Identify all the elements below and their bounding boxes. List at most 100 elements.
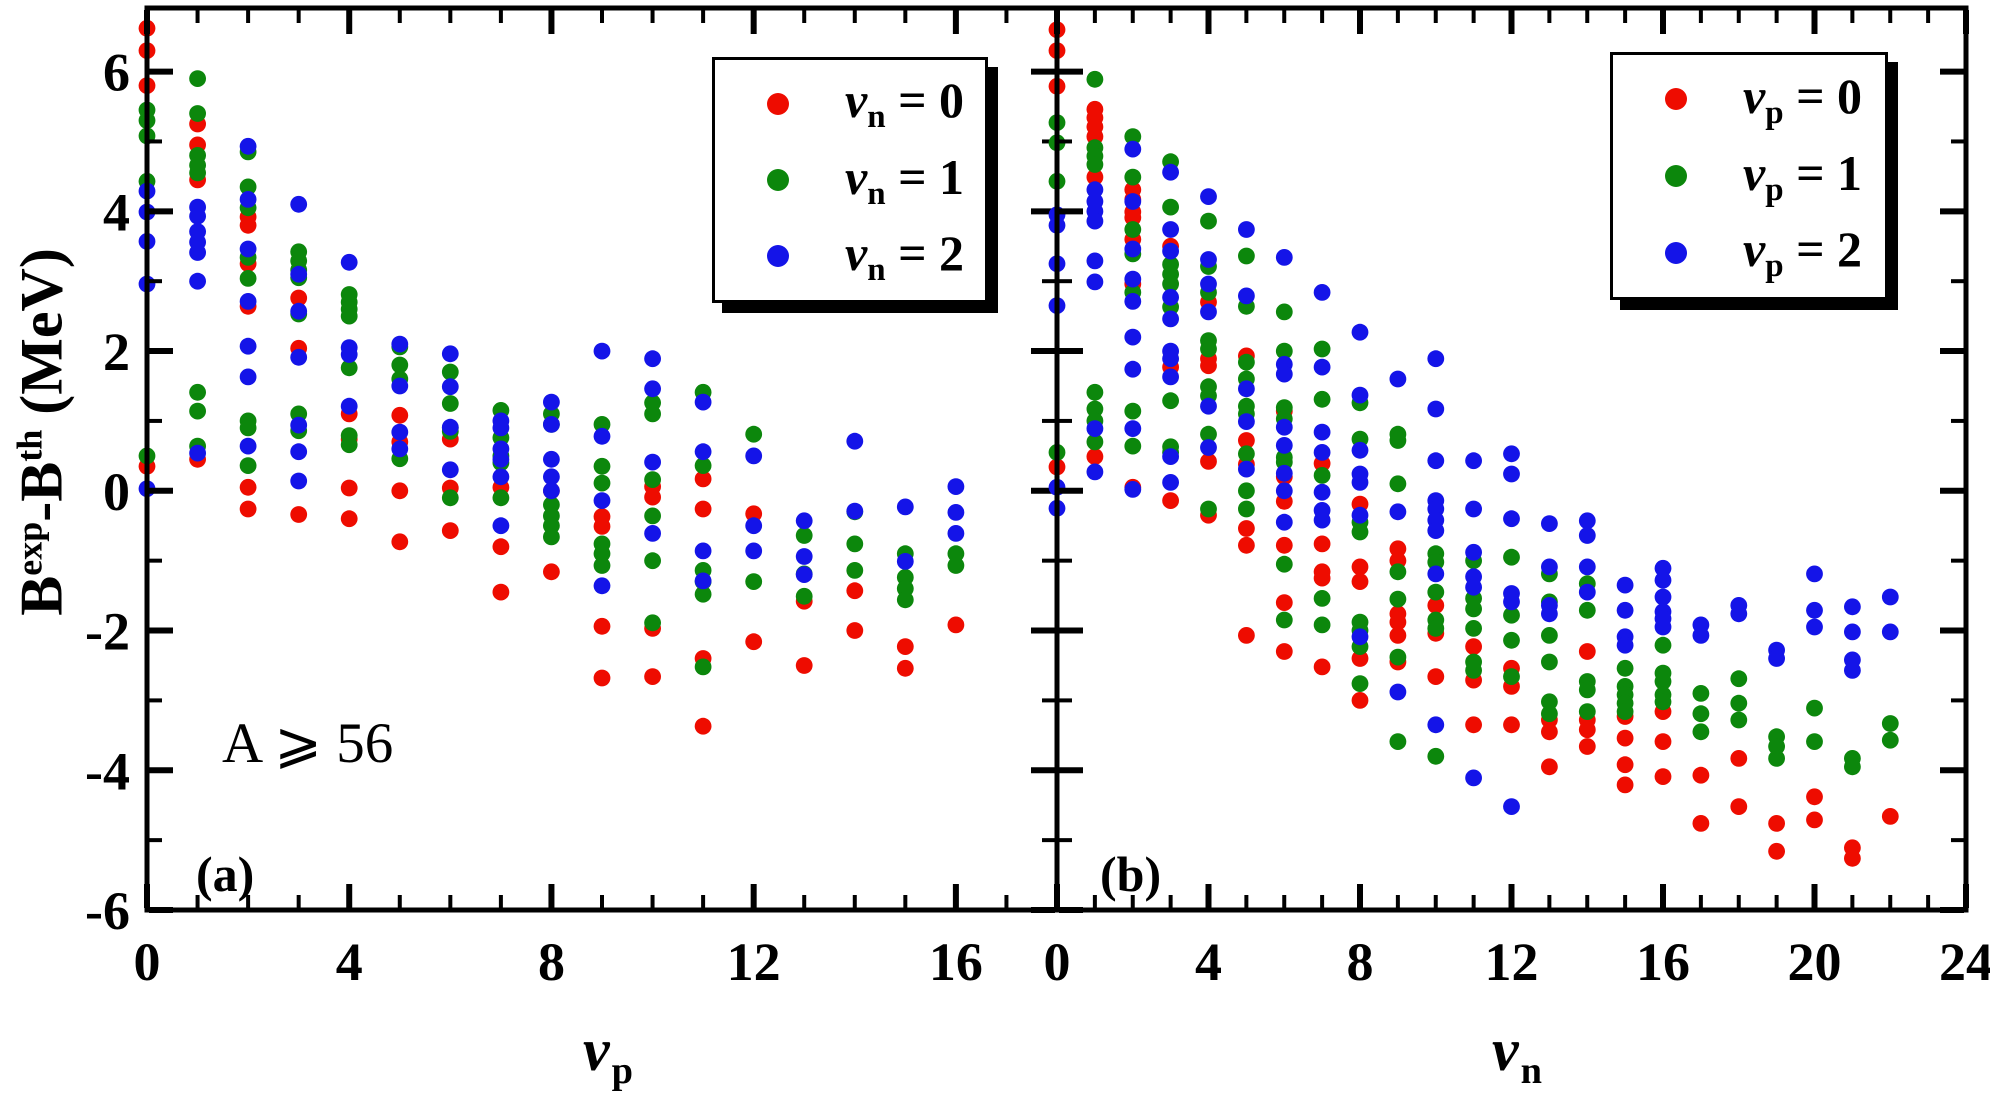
x-tick-label: 24 [1939, 932, 1990, 992]
data-point [1086, 252, 1104, 270]
data-point [543, 450, 560, 468]
data-point [1086, 448, 1104, 465]
data-point [391, 335, 409, 353]
data-point [1578, 601, 1596, 619]
data-point [1351, 386, 1369, 404]
x-tick-label: 4 [336, 932, 363, 992]
data-point [1844, 758, 1861, 776]
data-point [290, 416, 308, 434]
data-point [1200, 303, 1217, 321]
y-label-sup-th: th [9, 429, 50, 462]
data-point [543, 563, 560, 581]
data-point [239, 293, 257, 310]
data-point [745, 447, 763, 465]
data-point [593, 669, 611, 687]
data-point [1768, 750, 1785, 767]
data-point [1313, 569, 1331, 587]
data-point [1503, 631, 1520, 649]
data-point [1806, 733, 1823, 750]
data-point [1541, 705, 1558, 723]
legend-item-label: νp = 2 [1743, 220, 1862, 285]
data-point [290, 348, 308, 366]
data-point [1578, 681, 1596, 699]
data-point [391, 423, 409, 441]
data-point [1124, 140, 1142, 158]
data-point [644, 552, 661, 570]
data-point [239, 368, 257, 386]
data-point [391, 377, 409, 395]
data-point [1654, 618, 1672, 636]
data-point [340, 397, 358, 415]
data-point [1654, 588, 1672, 606]
data-point [1427, 553, 1445, 571]
data-point [1351, 573, 1369, 590]
data-point [391, 440, 409, 458]
data-point [1503, 445, 1520, 463]
data-point [1124, 209, 1142, 227]
data-point [846, 502, 864, 520]
data-point [1162, 368, 1179, 386]
data-point [189, 272, 207, 290]
data-point [1124, 270, 1142, 288]
data-point [340, 307, 358, 325]
data-point [1465, 638, 1482, 655]
data-point [1692, 766, 1710, 784]
data-point [1238, 460, 1255, 478]
data-point [846, 582, 864, 600]
data-point [1541, 653, 1558, 671]
data-point [1238, 380, 1255, 398]
data-point [1086, 420, 1104, 437]
data-point [1578, 703, 1596, 720]
data-point [1313, 467, 1331, 484]
data-point [1654, 636, 1672, 654]
data-point [290, 265, 308, 283]
data-point [1238, 482, 1255, 500]
data-point [1351, 523, 1369, 541]
legend-nu: ν [1743, 67, 1766, 124]
data-point [1881, 623, 1899, 641]
legend-panel-a: νn = 0 νn = 1 νn = 2 [712, 57, 988, 303]
data-point [1313, 590, 1331, 607]
data-point [441, 418, 459, 436]
panel-frame [1054, 5, 1969, 913]
data-point [1200, 357, 1217, 375]
data-point [1162, 448, 1179, 465]
data-point [1616, 703, 1634, 720]
data-point [1881, 588, 1899, 606]
data-point [1275, 643, 1293, 660]
data-point [1275, 303, 1293, 321]
data-point [1541, 627, 1558, 644]
data-point [239, 240, 257, 258]
data-point [1086, 168, 1104, 186]
data-point [1389, 648, 1407, 666]
y-label-minus-b: -B [8, 461, 75, 522]
data-point [745, 633, 763, 651]
data-point [1616, 601, 1634, 619]
data-point [1124, 193, 1142, 210]
data-point [745, 542, 763, 560]
panel-b-label: (b) [1100, 846, 1162, 902]
data-point [1465, 769, 1482, 787]
data-point [340, 479, 358, 497]
data-point [239, 500, 257, 518]
data-point [1124, 481, 1142, 498]
data-point [1162, 474, 1179, 491]
data-point [1578, 527, 1596, 544]
data-point [1730, 694, 1748, 712]
data-point [694, 585, 712, 603]
data-point [1844, 662, 1861, 679]
data-point [391, 356, 409, 374]
data-point [1086, 463, 1104, 481]
data-point [593, 492, 611, 509]
data-point [1086, 400, 1104, 418]
data-point [239, 337, 257, 355]
data-point [1616, 636, 1634, 654]
data-point [694, 393, 712, 411]
y-tick-label: -2 [85, 602, 130, 662]
nu-symbol: ν [583, 1017, 610, 1083]
legend-nu: ν [845, 72, 868, 129]
data-point [189, 244, 207, 261]
data-point [1465, 716, 1482, 734]
legend-item: νp = 2 [1613, 220, 1885, 285]
data-point [1162, 310, 1179, 328]
